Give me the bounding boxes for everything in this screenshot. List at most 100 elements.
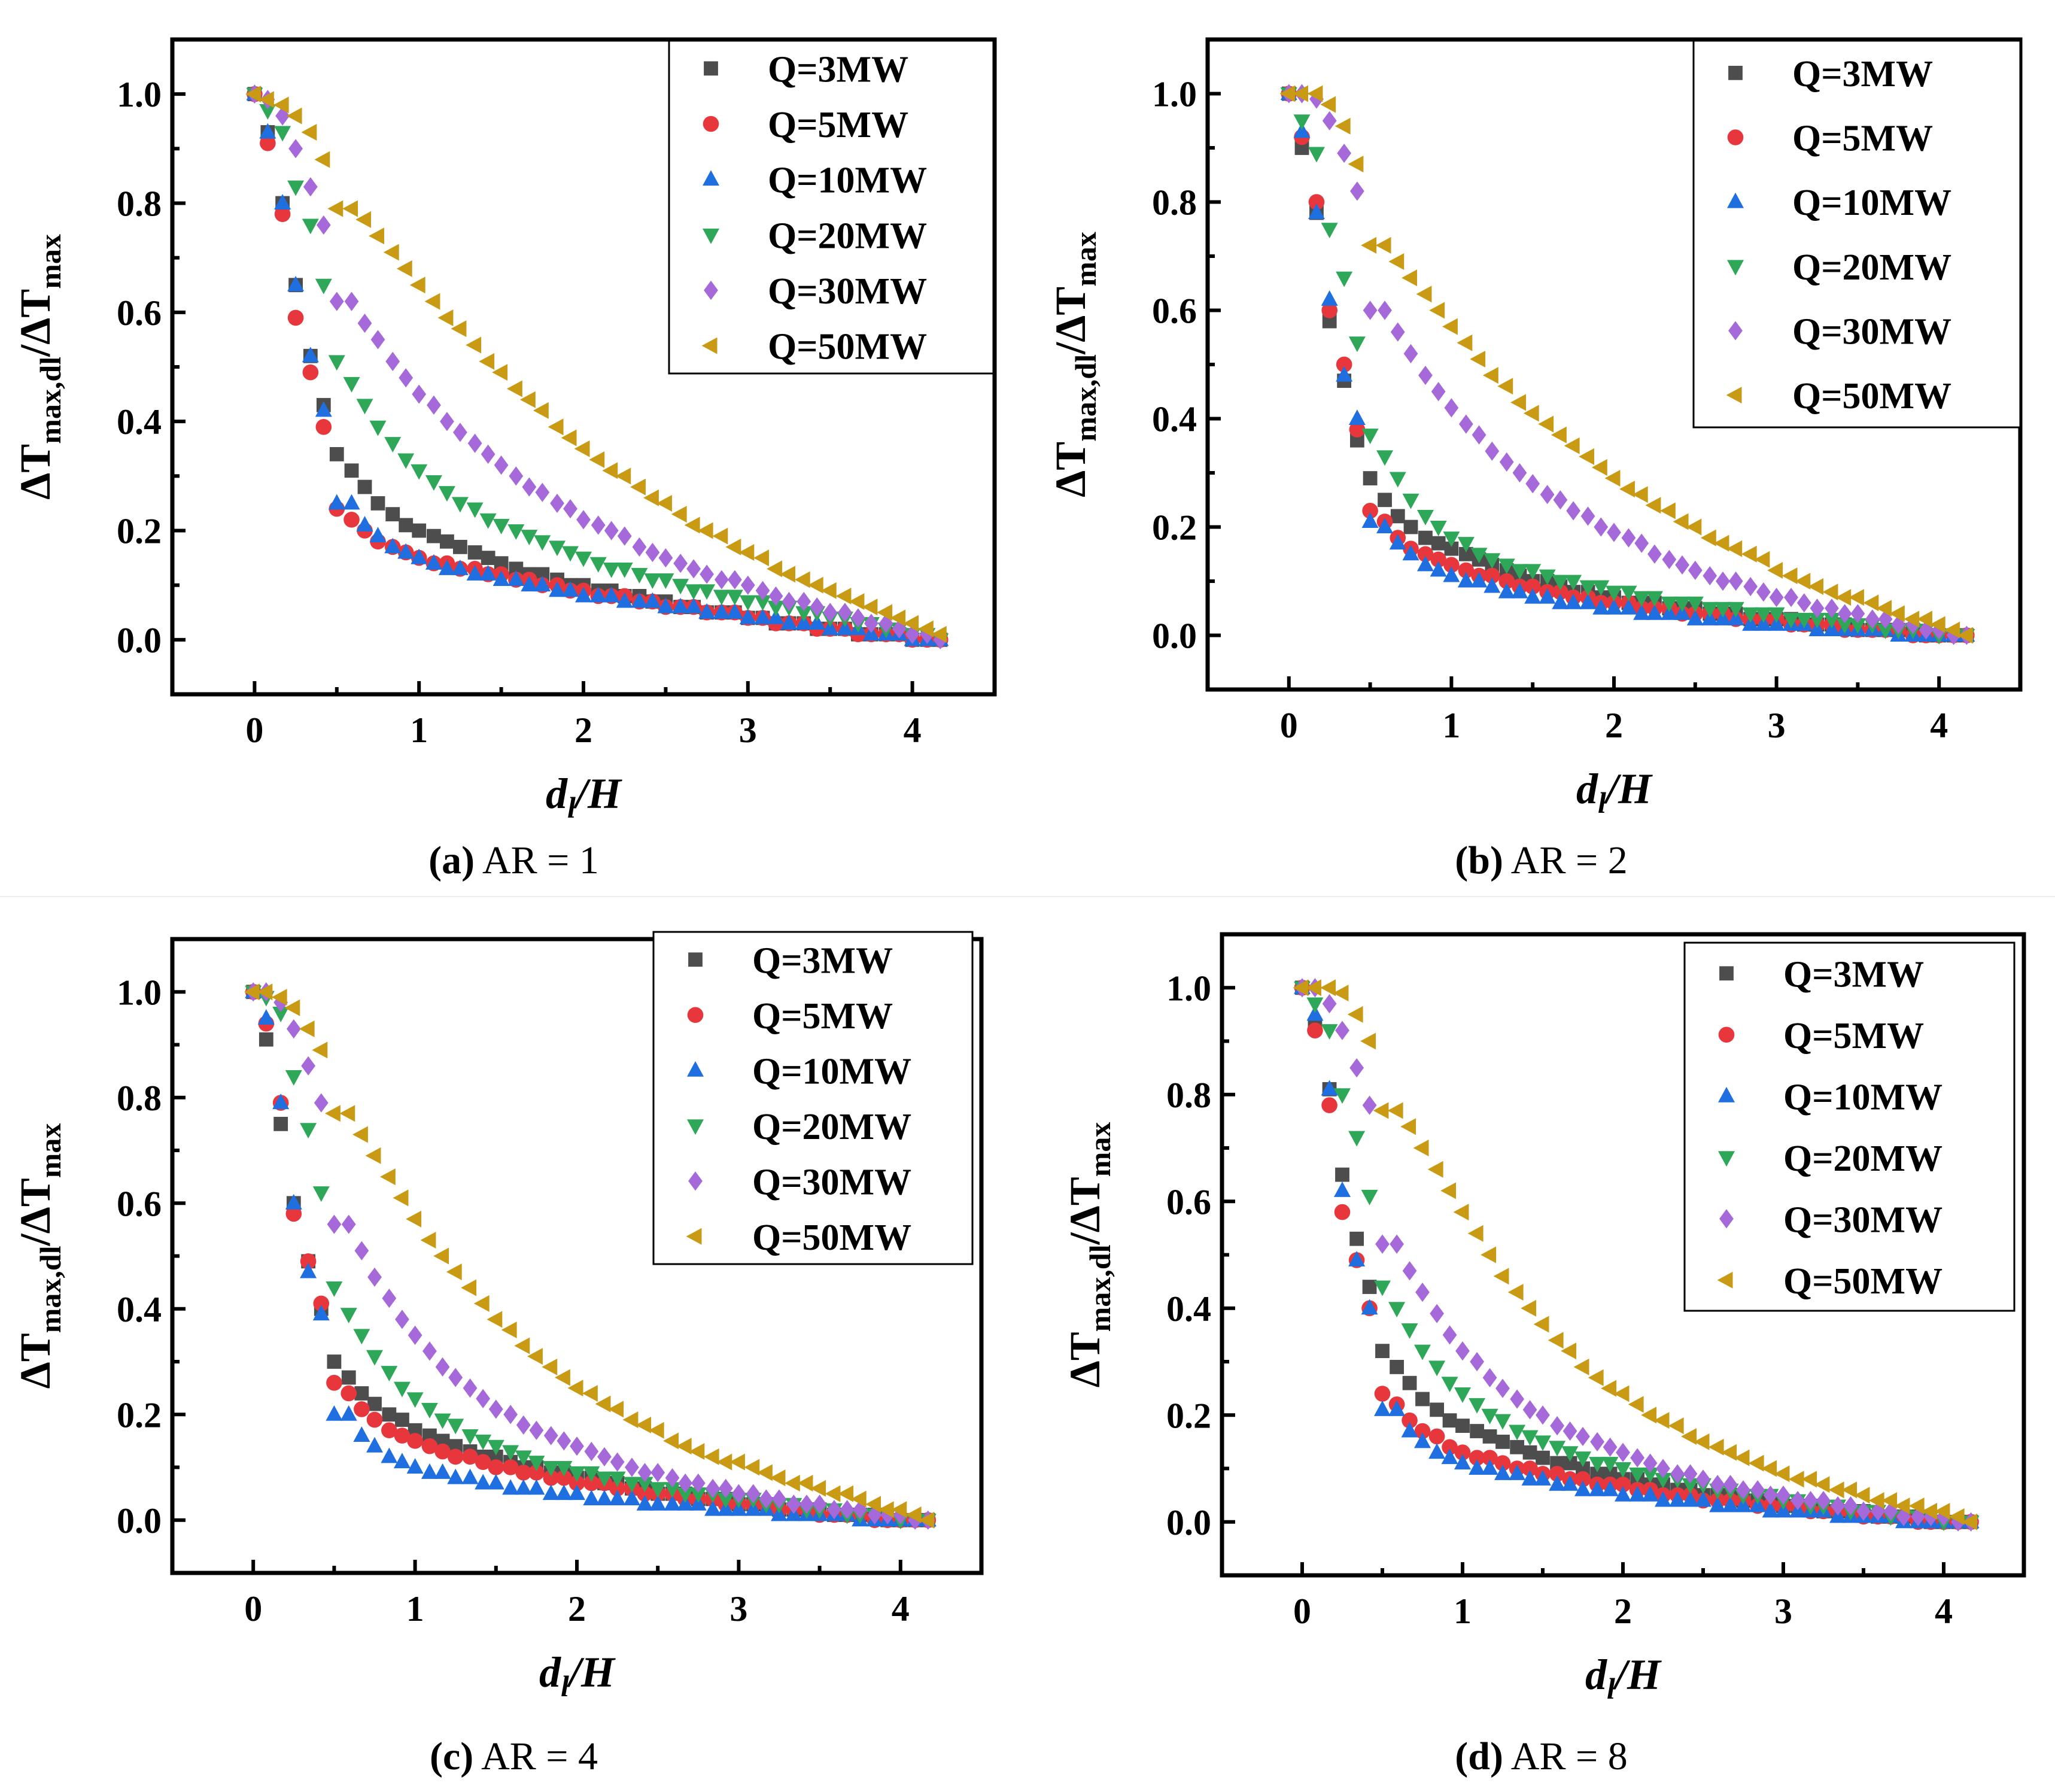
data-point xyxy=(1561,1446,1579,1462)
data-point xyxy=(555,1461,573,1477)
data-point xyxy=(849,593,865,611)
data-point xyxy=(1415,1282,1430,1302)
data-point xyxy=(570,1436,584,1456)
data-point xyxy=(1670,1464,1685,1484)
data-point xyxy=(1656,1459,1670,1478)
data-point xyxy=(1641,1467,1659,1483)
data-point xyxy=(1470,548,1488,564)
data-point xyxy=(1917,611,1932,628)
data-point xyxy=(1808,621,1826,636)
data-point xyxy=(603,562,620,578)
data-point xyxy=(1306,997,1324,1013)
data-point xyxy=(1669,1491,1686,1507)
data-point xyxy=(1348,1251,1366,1266)
data-point xyxy=(493,570,510,587)
data-point xyxy=(343,511,360,528)
panel-divider xyxy=(0,896,2055,897)
data-point xyxy=(685,597,703,613)
x-tick-label: 2 xyxy=(1614,1591,1632,1631)
data-point xyxy=(1402,1412,1418,1429)
data-point xyxy=(328,355,345,371)
data-point xyxy=(569,1475,585,1492)
data-point xyxy=(301,1056,316,1076)
data-point xyxy=(314,1093,329,1113)
data-point xyxy=(1279,85,1296,102)
data-point xyxy=(1481,1246,1497,1263)
x-axis-title: dl/H xyxy=(539,1648,616,1703)
data-point xyxy=(1755,615,1772,631)
data-point xyxy=(658,548,673,568)
legend-marker xyxy=(703,116,719,132)
y-tick-label: 1.0 xyxy=(1152,75,1197,114)
data-point xyxy=(563,499,577,519)
data-point xyxy=(1643,1453,1658,1473)
y-tick-label: 1.0 xyxy=(117,973,162,1012)
data-point xyxy=(1454,1387,1471,1403)
data-point xyxy=(1620,585,1637,602)
data-point xyxy=(1603,1437,1618,1457)
data-point xyxy=(1337,143,1352,163)
data-point xyxy=(394,1427,411,1444)
data-point xyxy=(609,1490,626,1505)
y-tick-label: 0.6 xyxy=(1166,1182,1211,1222)
y-tick-label: 0.2 xyxy=(1152,508,1197,548)
data-point xyxy=(1431,382,1446,402)
data-point xyxy=(463,1378,478,1398)
legend-marker xyxy=(1727,129,1744,145)
data-point xyxy=(1361,429,1379,445)
data-point xyxy=(406,1210,422,1228)
data-point xyxy=(1548,1332,1564,1349)
series-q30mw xyxy=(246,982,935,1530)
data-point xyxy=(1615,1486,1631,1502)
data-point xyxy=(438,559,455,575)
data-point xyxy=(1574,1451,1591,1468)
data-point xyxy=(1540,485,1555,505)
data-point xyxy=(528,1465,545,1481)
data-point xyxy=(1533,1316,1549,1333)
data-point xyxy=(397,543,415,559)
data-point xyxy=(1401,1422,1418,1438)
data-point xyxy=(1430,561,1447,577)
data-point xyxy=(1363,471,1378,485)
data-point xyxy=(381,1447,398,1463)
y-tick-label: 0.6 xyxy=(117,293,162,333)
data-point xyxy=(284,999,300,1016)
data-point xyxy=(698,603,716,619)
data-point xyxy=(1308,194,1325,210)
data-point xyxy=(703,1448,719,1465)
legend-marker xyxy=(687,1007,704,1023)
data-point xyxy=(1579,448,1595,465)
data-point xyxy=(919,1511,935,1529)
legend-marker xyxy=(1728,65,1743,80)
data-point xyxy=(840,1500,855,1520)
y-axis-title: ΔTmax,dl/ΔTmax xyxy=(11,1123,67,1389)
data-point xyxy=(447,1419,464,1435)
data-point xyxy=(1457,537,1475,553)
data-point xyxy=(274,126,291,142)
data-point xyxy=(502,1479,519,1495)
legend-label: Q=5MW xyxy=(768,105,908,145)
data-point xyxy=(1536,1450,1550,1465)
data-point xyxy=(584,1441,599,1462)
data-point xyxy=(1470,1351,1485,1372)
data-point xyxy=(1681,1427,1697,1445)
data-point xyxy=(382,1289,397,1308)
data-point xyxy=(488,1399,503,1419)
data-point xyxy=(286,107,302,124)
data-point xyxy=(434,1463,451,1479)
data-point xyxy=(1403,344,1418,363)
data-point xyxy=(258,91,274,108)
data-point xyxy=(689,1487,707,1504)
data-point xyxy=(1562,1456,1577,1471)
data-point xyxy=(382,1407,397,1422)
legend-label: Q=3MW xyxy=(1792,54,1933,95)
data-point xyxy=(657,573,674,589)
data-point xyxy=(1603,1466,1618,1481)
y-tick-label: 0.6 xyxy=(1152,291,1197,331)
data-point xyxy=(354,1241,369,1261)
data-point xyxy=(365,1147,381,1164)
data-point xyxy=(589,451,605,468)
data-point xyxy=(795,606,813,622)
data-point xyxy=(1562,1421,1577,1441)
data-point xyxy=(794,571,810,588)
